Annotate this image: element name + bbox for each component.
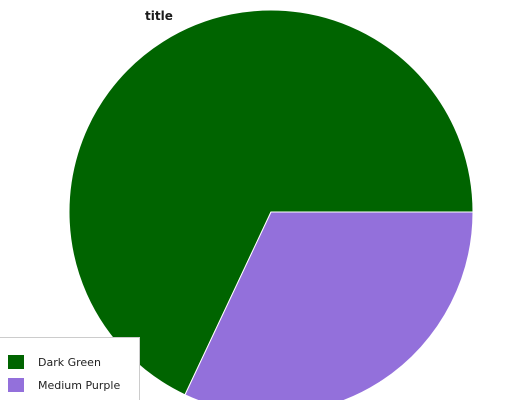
legend-swatch-dark-green <box>8 355 24 369</box>
legend-item-dark-green: Dark Green <box>8 354 101 370</box>
legend-label-dark-green: Dark Green <box>38 355 101 369</box>
legend: Dark Green Medium Purple <box>0 337 140 400</box>
legend-label-medium-purple: Medium Purple <box>38 378 121 392</box>
pie-slice-dark-green <box>68 9 474 396</box>
legend-swatch-medium-purple <box>8 378 24 392</box>
chart-title: title <box>145 9 173 23</box>
pie-slice-medium-purple <box>184 211 474 400</box>
legend-item-medium-purple: Medium Purple <box>8 377 120 393</box>
